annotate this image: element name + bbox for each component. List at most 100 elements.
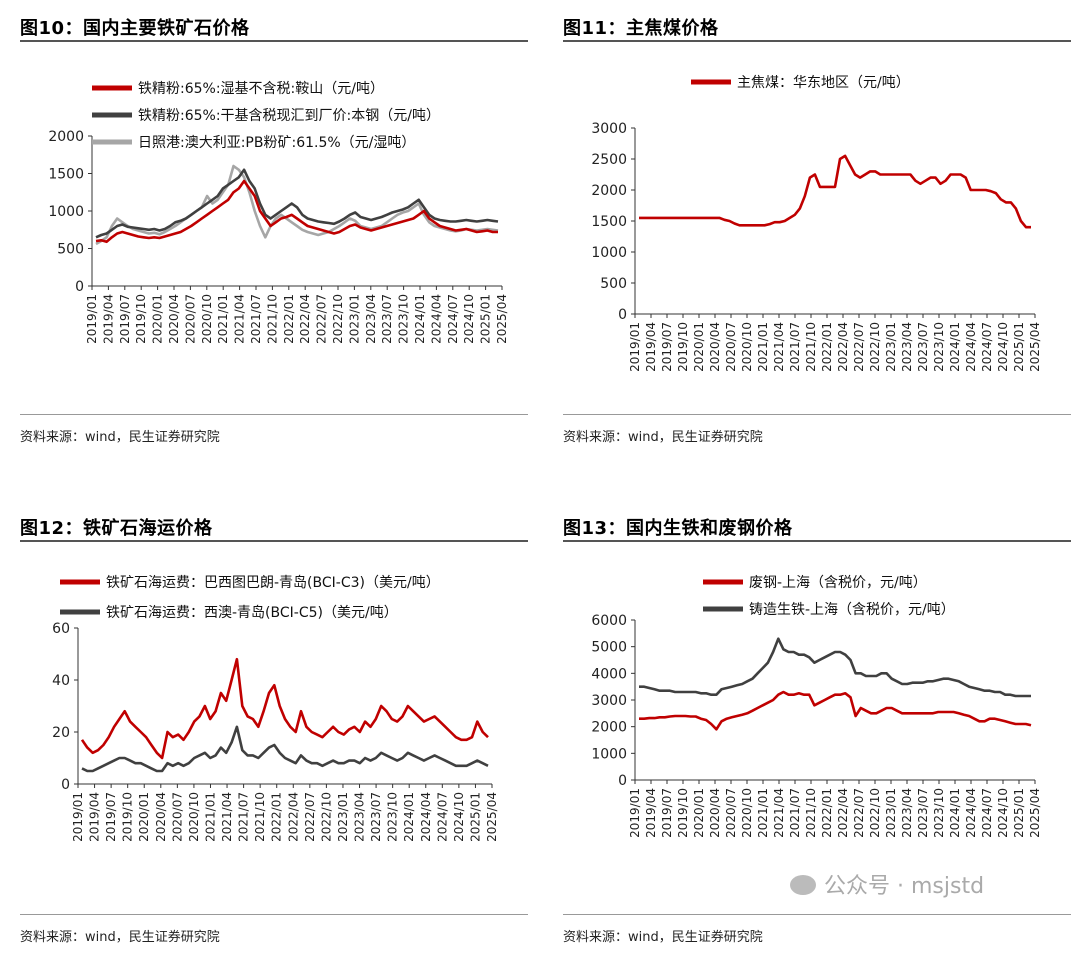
x-tick-label: 2021/01 — [756, 322, 770, 372]
x-tick-label: 2020/04 — [708, 788, 722, 838]
x-tick-label: 2022/10 — [868, 322, 882, 372]
x-tick-label: 2019/07 — [660, 322, 674, 372]
x-tick-label: 2022/01 — [282, 294, 296, 344]
y-tick-label: 0 — [618, 773, 627, 789]
x-tick-label: 2022/01 — [270, 792, 284, 842]
legend-label: 日照港:澳大利亚:PB粉矿:61.5%（元/湿吨） — [138, 135, 415, 151]
x-tick-label: 2024/01 — [413, 294, 427, 344]
x-tick-label: 2019/04 — [644, 788, 658, 838]
x-tick-label: 2024/01 — [402, 792, 416, 842]
x-tick-label: 2023/04 — [900, 788, 914, 838]
y-tick-label: 60 — [52, 621, 70, 637]
y-tick-label: 0 — [618, 307, 627, 323]
x-tick-label: 2025/01 — [1012, 788, 1026, 838]
y-tick-label: 6000 — [591, 613, 627, 629]
chart-panel-13: 图13：国内生铁和废钢价格 0 1000 2000 3000 4000 5000 6000 2… — [563, 508, 1073, 968]
x-tick-label: 2020/01 — [692, 788, 706, 838]
watermark: 公众号 · msjstd — [790, 868, 984, 900]
x-tick-label: 2024/04 — [964, 788, 978, 838]
x-tick-label: 2023/01 — [884, 322, 898, 372]
x-tick-label: 2023/10 — [386, 792, 400, 842]
x-tick-label: 2023/04 — [900, 322, 914, 372]
source-rule — [20, 914, 528, 915]
chart-panel-12: 图12：铁矿石海运价格 0 20 40 60 2019/01 2019/04 2019/07… — [20, 508, 530, 968]
x-tick-label: 2021/07 — [788, 322, 802, 372]
x-tick-label: 2020/01 — [692, 322, 706, 372]
x-tick-label: 2021/01 — [216, 294, 230, 344]
y-tick-label: 2000 — [591, 183, 627, 199]
source-note: 资料来源：wind，民生证券研究院 — [20, 930, 220, 945]
x-tick-label: 2019/04 — [88, 792, 102, 842]
series-line-0 — [95, 179, 498, 244]
x-tick-label: 2023/10 — [932, 788, 946, 838]
x-tick-label: 2020/04 — [167, 294, 181, 344]
legend-label: 铁精粉:65%:干基含税现汇到厂价:本钢（元/吨） — [138, 107, 440, 124]
chart-title: 图13：国内生铁和废钢价格 — [563, 518, 793, 539]
y-tick-label: 1500 — [48, 167, 84, 183]
x-tick-label: 2025/04 — [485, 792, 499, 842]
x-tick-label: 2023/04 — [353, 792, 367, 842]
x-tick-label: 2022/04 — [836, 788, 850, 838]
x-tick-label: 2020/07 — [170, 792, 184, 842]
x-tick-label: 2021/01 — [203, 792, 217, 842]
watermark-text: 公众号 · msjstd — [824, 874, 985, 899]
x-tick-label: 2019/10 — [121, 792, 135, 842]
series-line-0 — [80, 657, 489, 760]
x-tick-label: 2025/01 — [468, 792, 482, 842]
x-tick-label: 2020/07 — [183, 294, 197, 344]
x-tick-label: 2022/10 — [319, 792, 333, 842]
y-tick-label: 1000 — [591, 746, 627, 762]
x-tick-label: 2020/10 — [740, 788, 754, 838]
x-tick-label: 2020/10 — [740, 322, 754, 372]
x-tick-label: 2025/04 — [495, 294, 509, 344]
title-rule — [20, 540, 528, 542]
x-tick-label: 2024/07 — [446, 294, 460, 344]
y-tick-label: 3000 — [591, 693, 627, 709]
x-tick-label: 2021/04 — [233, 294, 247, 344]
x-tick-label: 2024/04 — [964, 322, 978, 372]
x-tick-label: 2021/04 — [772, 322, 786, 372]
y-tick-label: 5000 — [591, 640, 627, 656]
x-tick-label: 2020/04 — [154, 792, 168, 842]
x-tick-label: 2021/04 — [772, 788, 786, 838]
x-tick-label: 2024/01 — [948, 788, 962, 838]
x-tick-label: 2020/10 — [187, 792, 201, 842]
y-tick-label: 2000 — [591, 720, 627, 736]
series-line-1 — [81, 725, 489, 773]
source-note: 资料来源：wind，民生证券研究院 — [563, 430, 763, 445]
x-tick-label: 2023/07 — [916, 788, 930, 838]
x-tick-label: 2019/10 — [676, 788, 690, 838]
y-tick-label: 1000 — [48, 204, 84, 220]
y-tick-label: 4000 — [591, 666, 627, 682]
x-tick-label: 2022/04 — [286, 792, 300, 842]
y-tick-label: 1500 — [591, 214, 627, 230]
x-tick-label: 2019/01 — [628, 788, 642, 838]
x-tick-label: 2024/07 — [980, 322, 994, 372]
source-note: 资料来源：wind，民生证券研究院 — [20, 430, 220, 445]
x-tick-label: 2019/04 — [101, 294, 115, 344]
y-tick-label: 3000 — [591, 121, 627, 137]
x-tick-label: 2019/01 — [628, 322, 642, 372]
y-tick-label: 500 — [600, 276, 627, 292]
source-note: 资料来源：wind，民生证券研究院 — [563, 930, 763, 945]
x-tick-label: 2025/04 — [1028, 788, 1042, 838]
y-tick-label: 40 — [52, 673, 70, 689]
x-tick-label: 2025/01 — [479, 294, 493, 344]
source-rule — [563, 414, 1071, 415]
legend-label: 铁精粉:65%:湿基不含税:鞍山（元/吨） — [138, 80, 384, 97]
legend-label: 废钢-上海（含税价，元/吨） — [749, 575, 927, 591]
chart-10-svg: 0 500 1000 1500 2000 2019/01 2019/04 2019/07 201… — [48, 80, 509, 344]
x-tick-label: 2024/10 — [996, 322, 1010, 372]
x-tick-label: 2019/01 — [85, 294, 99, 344]
x-tick-label: 2022/07 — [852, 322, 866, 372]
series-line-1 — [95, 168, 499, 239]
x-tick-label: 2023/01 — [884, 788, 898, 838]
x-tick-label: 2024/01 — [948, 322, 962, 372]
source-rule — [20, 414, 528, 415]
x-tick-label: 2021/07 — [237, 792, 251, 842]
x-tick-label: 2023/10 — [932, 322, 946, 372]
x-tick-label: 2021/07 — [788, 788, 802, 838]
title-rule — [563, 540, 1071, 542]
chart-panel-10: 图10：国内主要铁矿石价格 0 500 1000 1500 2000 2019/01 201… — [20, 8, 530, 468]
source-rule — [563, 914, 1071, 915]
